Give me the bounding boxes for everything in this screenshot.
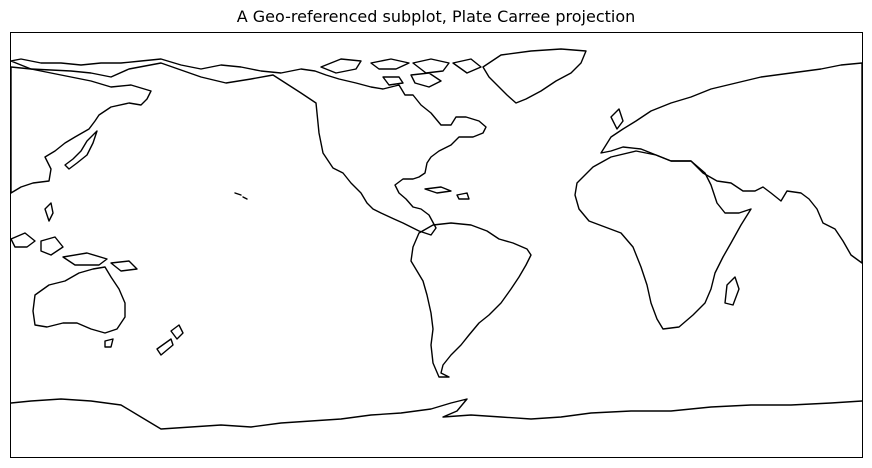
coastline-antarctica bbox=[11, 398, 862, 430]
coastline-south-america bbox=[410, 222, 532, 378]
coastline-eurasia bbox=[600, 62, 862, 264]
coastline-caribbean bbox=[424, 186, 470, 200]
coastline-greenland bbox=[482, 48, 587, 104]
coastline-map bbox=[11, 48, 862, 430]
coastline-east-asia bbox=[11, 66, 152, 194]
coastline-japan bbox=[64, 130, 98, 170]
coastline-arctic-islands bbox=[320, 58, 482, 88]
coastline-madagascar bbox=[724, 276, 740, 306]
coastline-hawaii bbox=[234, 192, 248, 200]
coastline-australia bbox=[32, 266, 126, 334]
coastline-new-zealand bbox=[156, 324, 184, 356]
coastline-indonesia bbox=[11, 202, 138, 272]
coastline-north-america bbox=[11, 58, 487, 236]
coastline-tasmania bbox=[104, 338, 114, 348]
coastline-uk bbox=[610, 108, 624, 130]
map-title: A Geo-referenced subplot, Plate Carree p… bbox=[236, 7, 636, 26]
map-axes bbox=[10, 32, 863, 458]
